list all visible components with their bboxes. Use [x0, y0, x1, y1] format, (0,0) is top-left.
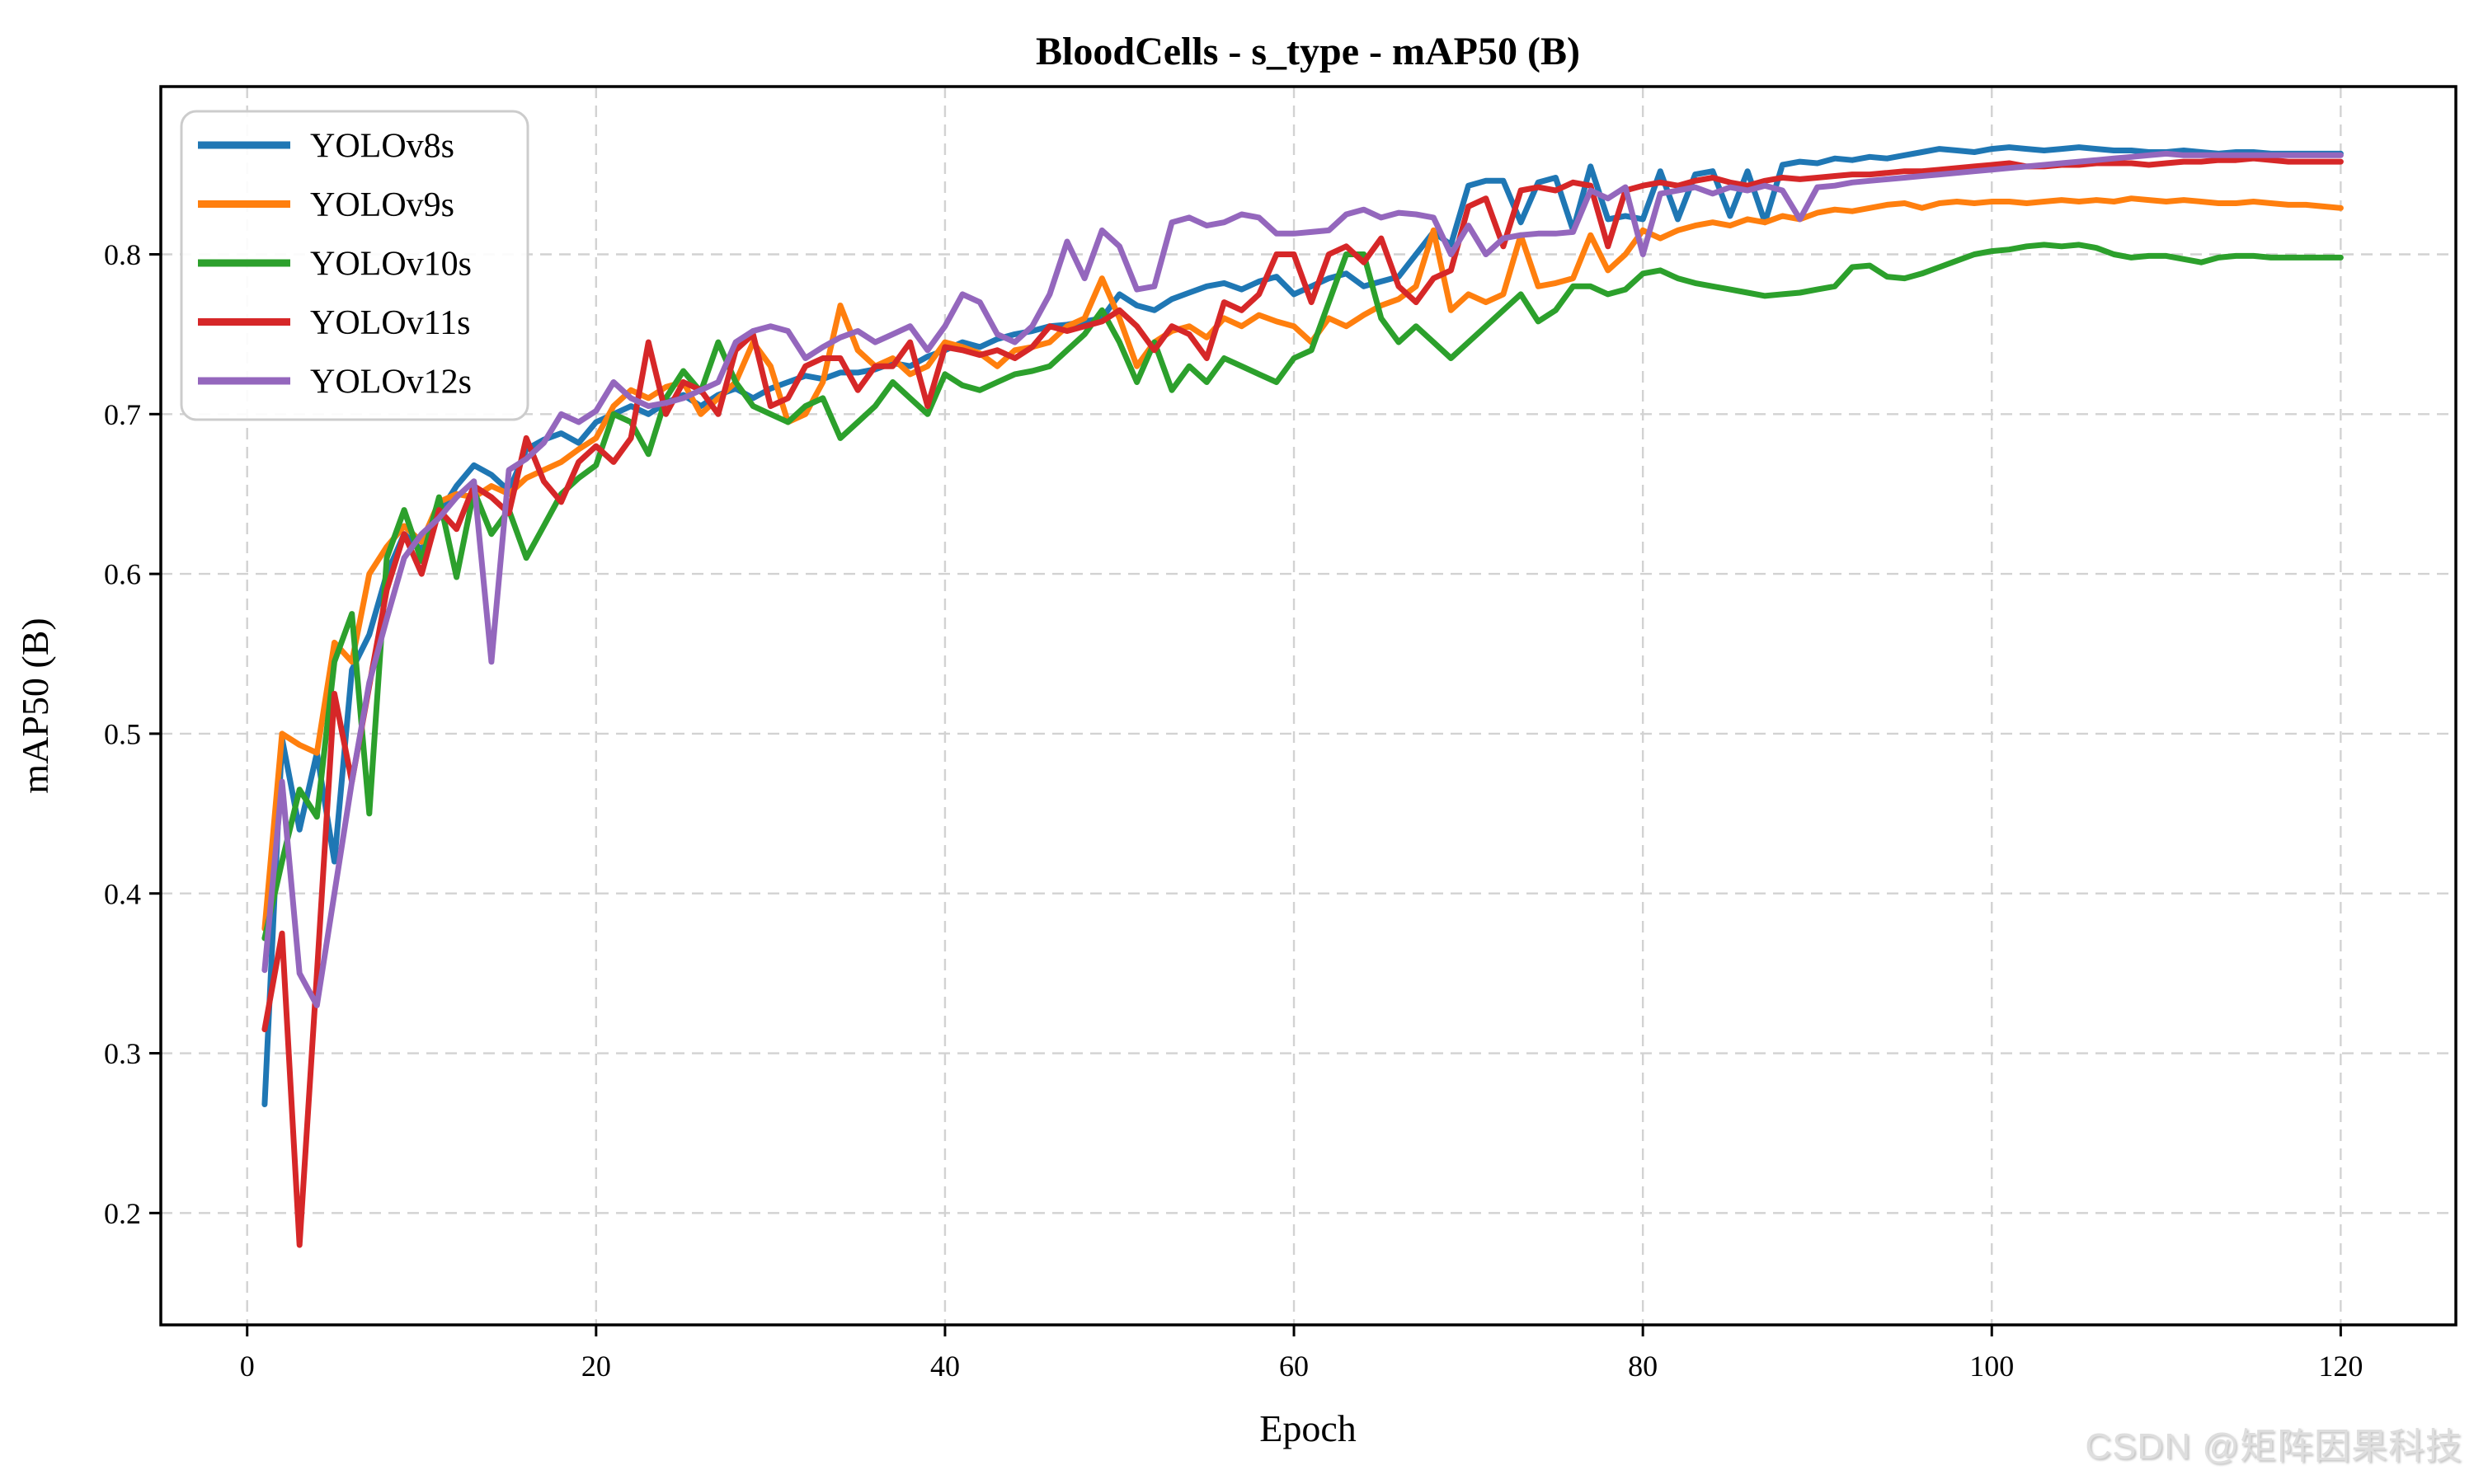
legend-item-YOLOv12s: YOLOv12s [198, 364, 472, 402]
axis-ticks [149, 252, 2342, 1336]
x-tick-label: 60 [1279, 1350, 1309, 1383]
legend-item-YOLOv8s: YOLOv8s [198, 128, 454, 166]
x-tick-label: 120 [2318, 1350, 2363, 1383]
series-lines [261, 144, 2344, 1248]
series-line-YOLOv11s [261, 155, 2344, 1248]
y-tick-label: 0.3 [104, 1037, 141, 1070]
x-axis-label: Epoch [1259, 1407, 1357, 1449]
legend-label: YOLOv11s [310, 304, 470, 342]
y-tick-label: 0.5 [104, 718, 141, 751]
legend-item-YOLOv10s: YOLOv10s [198, 246, 472, 284]
y-tick-label: 0.2 [104, 1197, 141, 1230]
axis-tick-labels: 0 20 40 60 80 100 120 0.2 0.3 0.4 0.5 0.6 0.7 0.8 [104, 238, 2363, 1383]
x-tick-label: 100 [1969, 1350, 2014, 1383]
x-tick-label: 20 [581, 1350, 611, 1383]
y-tick-label: 0.7 [104, 398, 141, 431]
legend-item-YOLOv9s: YOLOv9s [198, 186, 454, 224]
series-line-YOLOv10s [261, 242, 2344, 942]
series-line-YOLOv9s [261, 195, 2344, 932]
x-tick-label: 80 [1628, 1350, 1658, 1383]
legend-label: YOLOv8s [310, 128, 454, 166]
x-tick-label: 40 [930, 1350, 960, 1383]
chart-title: BloodCells - s_type - mAP50 (B) [1036, 30, 1580, 73]
legend-label: YOLOv10s [310, 246, 472, 284]
series-line-YOLOv12s [261, 150, 2344, 1008]
legend-label: YOLOv12s [310, 364, 472, 402]
legend: YOLOv8s YOLOv9s YOLOv10s YOLOv11s YOLOv12s [180, 110, 529, 421]
y-axis-label: mAP50 (B) [14, 618, 56, 793]
plot-frame [159, 85, 2458, 1327]
legend-item-YOLOv11s: YOLOv11s [198, 304, 470, 342]
y-tick-label: 0.8 [104, 238, 141, 271]
gridlines [161, 87, 2456, 1325]
watermark: CSDN @矩阵因果科技 [2085, 1426, 2462, 1467]
legend-box [180, 110, 529, 421]
y-tick-label: 0.4 [104, 877, 141, 910]
y-tick-label: 0.6 [104, 558, 141, 591]
series-line-YOLOv8s [261, 144, 2344, 1107]
legend-label: YOLOv9s [310, 186, 454, 224]
x-tick-label: 0 [240, 1350, 255, 1383]
